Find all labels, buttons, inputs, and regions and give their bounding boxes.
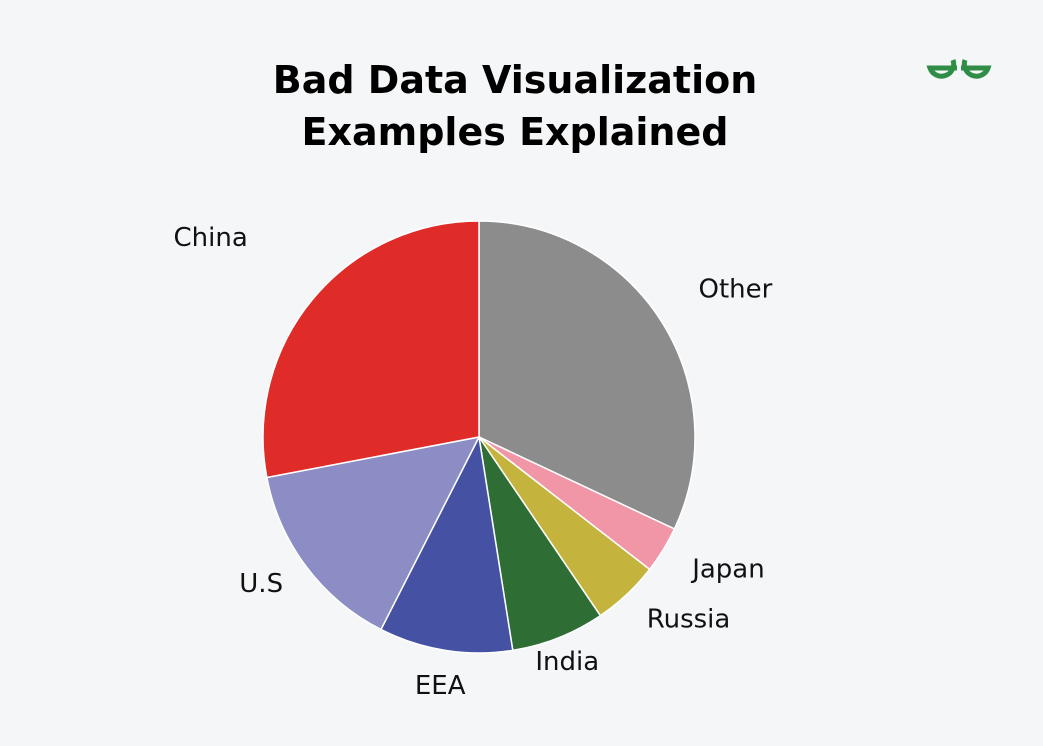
pie-slices [262, 220, 696, 654]
slice-label-japan: Japan [690, 555, 765, 585]
pie-labels: Other Japan Russia India EEA U.S China [174, 223, 773, 701]
title-line-1: Bad Data Visualization [272, 58, 758, 102]
pie-slice-us [265, 435, 481, 631]
slice-label-india: India [535, 647, 599, 677]
gfg-logo-icon [926, 59, 992, 79]
pie-slice-other [478, 220, 696, 530]
slice-label-china: China [174, 223, 248, 253]
slice-label-russia: Russia [647, 605, 731, 635]
pie-slice-eea [379, 434, 514, 654]
title-line-2: Examples Explained [301, 110, 729, 154]
pie-slice-china [262, 220, 480, 479]
slice-label-eea: EEA [415, 671, 466, 701]
slice-label-other: Other [699, 275, 773, 305]
slice-label-us: U.S [239, 569, 283, 599]
page-title: Bad Data Visualization Examples Explaine… [0, 54, 1030, 158]
